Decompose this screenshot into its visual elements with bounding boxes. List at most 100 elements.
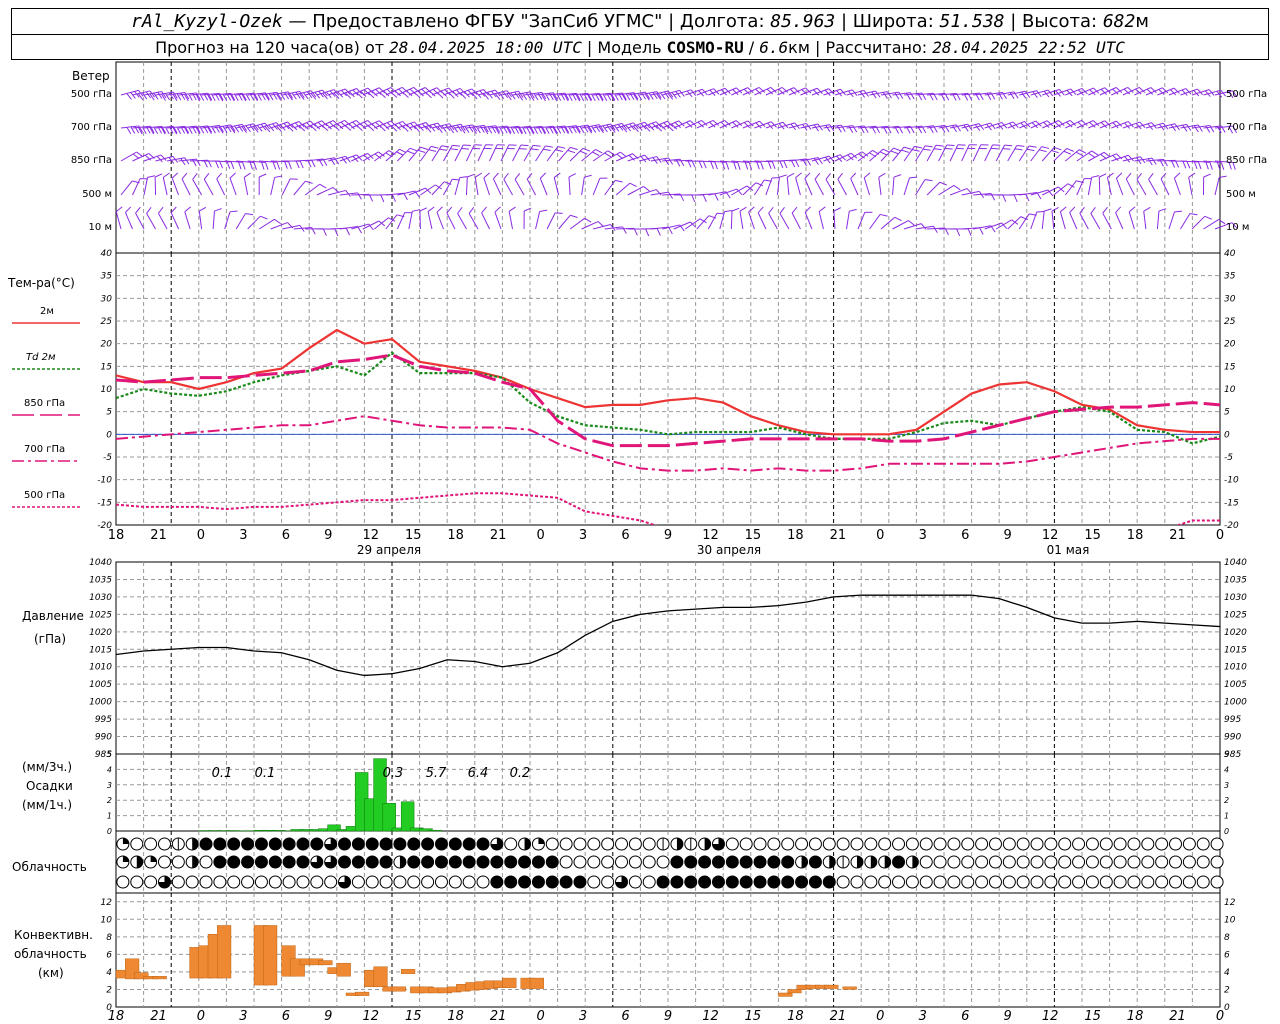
conv-bar <box>842 986 857 990</box>
barb-feather <box>598 124 604 132</box>
cloud-symbol <box>587 837 601 851</box>
time-tick-label: 9 <box>664 528 672 543</box>
cloud-symbol <box>864 837 878 851</box>
barb-shaft <box>431 123 450 129</box>
wind-barb <box>903 176 918 196</box>
barb-shaft <box>457 213 467 230</box>
barb-shaft <box>178 158 197 162</box>
time-tick-label: 12 <box>1042 528 1059 543</box>
y-tick-label: 990 <box>95 733 112 743</box>
time-tick-label: 3 <box>579 528 587 543</box>
barb-feather <box>521 92 527 100</box>
time-tick-label: 0 <box>536 528 544 543</box>
barb-feather <box>523 207 532 212</box>
wind-barb <box>719 160 741 170</box>
cloud-symbol <box>268 875 282 889</box>
barb-shaft <box>1053 148 1068 162</box>
barb-shaft <box>397 121 415 129</box>
wind-barb <box>650 226 673 235</box>
y-tick-label: 40 <box>101 249 113 259</box>
wind-level-label: 850 гПа <box>70 155 112 166</box>
barb-feather <box>1103 151 1111 158</box>
barb-feather <box>429 90 436 97</box>
barb-feather <box>1001 222 1008 229</box>
barb-feather <box>1220 162 1225 170</box>
y-tick-label: 1000 <box>1224 698 1247 708</box>
wind-barb <box>1030 211 1045 230</box>
barb-shaft <box>143 154 162 162</box>
computed-value: 28.04.2025 22:52 UTC <box>932 38 1125 57</box>
barb-shaft <box>569 217 585 230</box>
barb-shaft <box>243 177 249 196</box>
cloud-symbol-half <box>704 838 711 850</box>
barb-feather <box>176 93 182 101</box>
barb-shaft <box>385 192 404 196</box>
wind-barb <box>258 218 281 230</box>
barb-shaft <box>915 92 934 96</box>
barb-shaft <box>201 124 220 129</box>
barb-feather <box>444 89 451 96</box>
barb-feather <box>245 93 251 101</box>
barb-shaft <box>768 213 778 230</box>
barb-feather <box>735 120 743 127</box>
wind-barb <box>938 184 961 196</box>
barb-feather <box>184 94 189 102</box>
cloud-symbol-overcast <box>822 875 836 889</box>
barb-feather <box>1081 120 1088 126</box>
barb-feather <box>794 159 800 168</box>
barb-feather <box>245 125 251 133</box>
barb-shaft <box>581 221 599 230</box>
barb-feather <box>518 148 527 150</box>
barb-shaft <box>229 177 237 196</box>
barb-shaft <box>155 125 174 129</box>
barb-feather <box>367 125 375 132</box>
cloud-symbol <box>587 875 601 889</box>
barb-shaft <box>247 92 266 96</box>
barb-shaft <box>558 147 571 162</box>
cloud-symbol-overcast <box>545 875 559 889</box>
computed-label: Рассчитано: <box>825 38 928 57</box>
barb-feather <box>1036 90 1042 98</box>
barb-shaft <box>454 124 473 129</box>
barb-feather <box>648 124 655 131</box>
barb-feather <box>1182 124 1188 132</box>
barb-feather <box>1112 122 1119 129</box>
barb-shaft <box>305 89 323 96</box>
barb-feather <box>1054 121 1061 128</box>
barb-feather <box>908 220 915 226</box>
barb-feather <box>755 122 762 129</box>
barb-shaft <box>800 87 818 96</box>
barb-shaft <box>650 157 669 162</box>
y-tick-label: 995 <box>95 715 112 725</box>
barb-feather <box>367 153 374 159</box>
barb-feather <box>1115 206 1122 213</box>
barb-shaft <box>408 87 426 96</box>
cloud-symbol <box>1127 855 1141 869</box>
wind-barb <box>984 222 1008 230</box>
barb-shaft <box>961 144 970 162</box>
series-line <box>116 353 1220 448</box>
wind-barb <box>489 90 512 100</box>
cloud-symbol <box>1072 855 1086 869</box>
barb-feather <box>506 93 512 101</box>
barb-shaft <box>777 87 795 96</box>
barb-feather <box>659 123 666 130</box>
cloud-symbol <box>822 837 836 851</box>
barb-shaft <box>1019 90 1037 96</box>
barb-shaft <box>526 178 537 196</box>
barb-feather <box>413 121 420 128</box>
barb-shaft <box>1076 120 1094 129</box>
barb-feather <box>541 92 547 100</box>
barb-feather <box>714 193 719 201</box>
barb-feather <box>448 92 455 99</box>
wind-barb <box>523 144 541 162</box>
barb-feather <box>840 124 846 132</box>
barb-shaft <box>293 226 312 230</box>
barb-feather <box>471 88 478 95</box>
barb-feather <box>587 94 592 102</box>
alt-unit: м <box>1135 11 1149 32</box>
wind-barb <box>731 120 754 129</box>
barb-shaft <box>1125 178 1135 196</box>
cloud-symbol <box>1044 837 1058 851</box>
cloud-symbol <box>1210 875 1224 889</box>
